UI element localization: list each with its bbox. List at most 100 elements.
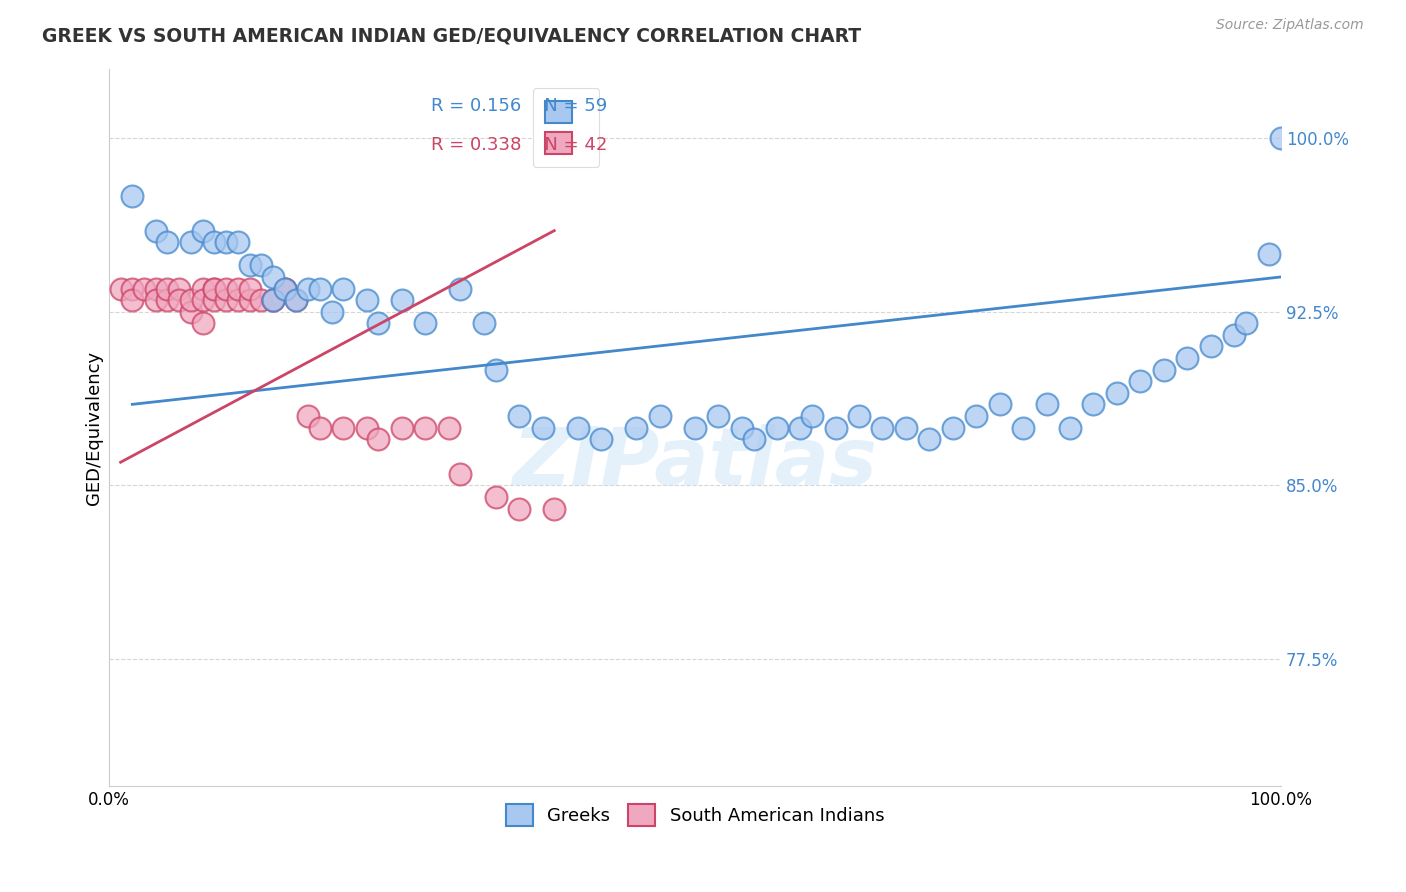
Y-axis label: GED/Equivalency: GED/Equivalency <box>86 351 103 505</box>
Point <box>766 420 789 434</box>
Point <box>262 269 284 284</box>
Legend: Greeks, South American Indians: Greeks, South American Indians <box>496 795 893 835</box>
Point <box>262 293 284 307</box>
Point <box>202 281 225 295</box>
Point <box>367 316 389 330</box>
Point <box>273 281 295 295</box>
Point <box>110 281 132 295</box>
Point <box>262 293 284 307</box>
Point <box>238 281 260 295</box>
Point <box>238 293 260 307</box>
Point <box>156 281 179 295</box>
Point <box>824 420 846 434</box>
Point <box>965 409 987 423</box>
Point <box>1234 316 1257 330</box>
Point <box>285 293 308 307</box>
Point <box>1175 351 1198 365</box>
Point <box>285 293 308 307</box>
Point <box>191 224 214 238</box>
Point <box>145 224 167 238</box>
Point <box>543 501 565 516</box>
Point <box>191 281 214 295</box>
Point <box>273 281 295 295</box>
Point <box>731 420 754 434</box>
Point <box>297 281 319 295</box>
Point <box>297 409 319 423</box>
Point <box>156 235 179 250</box>
Point <box>215 235 238 250</box>
Point <box>167 281 190 295</box>
Text: ZIPatlas: ZIPatlas <box>512 425 877 502</box>
Point <box>1270 131 1292 145</box>
Point <box>894 420 917 434</box>
Point <box>1199 339 1222 353</box>
Point <box>683 420 706 434</box>
Point <box>226 281 249 295</box>
Point <box>485 490 508 504</box>
Point <box>415 420 437 434</box>
Point <box>472 316 495 330</box>
Point <box>1059 420 1081 434</box>
Point <box>626 420 648 434</box>
Point <box>145 281 167 295</box>
Point <box>918 432 941 446</box>
Point <box>250 293 273 307</box>
Point <box>1258 247 1281 261</box>
Point <box>707 409 730 423</box>
Point <box>1223 327 1246 342</box>
Point <box>132 281 155 295</box>
Point <box>250 259 273 273</box>
Point <box>262 293 284 307</box>
Text: GREEK VS SOUTH AMERICAN INDIAN GED/EQUIVALENCY CORRELATION CHART: GREEK VS SOUTH AMERICAN INDIAN GED/EQUIV… <box>42 27 862 45</box>
Point <box>308 281 330 295</box>
Point <box>202 293 225 307</box>
Point <box>332 281 354 295</box>
Text: R = 0.338    N = 42: R = 0.338 N = 42 <box>432 136 607 154</box>
Point <box>988 397 1011 411</box>
Point <box>531 420 554 434</box>
Point <box>273 281 295 295</box>
Point <box>567 420 589 434</box>
Point <box>485 362 508 376</box>
Point <box>321 304 343 318</box>
Point <box>591 432 613 446</box>
Point <box>450 467 472 481</box>
Point <box>145 293 167 307</box>
Point <box>191 293 214 307</box>
Point <box>801 409 824 423</box>
Point <box>450 281 472 295</box>
Point <box>215 281 238 295</box>
Point <box>191 316 214 330</box>
Point <box>332 420 354 434</box>
Text: R = 0.156    N = 59: R = 0.156 N = 59 <box>432 97 607 115</box>
Point <box>1129 374 1152 388</box>
Point <box>202 235 225 250</box>
Point <box>121 281 143 295</box>
Point <box>848 409 870 423</box>
Point <box>167 293 190 307</box>
Point <box>648 409 671 423</box>
Point <box>238 259 260 273</box>
Point <box>1083 397 1105 411</box>
Point <box>742 432 765 446</box>
Point <box>391 293 413 307</box>
Point <box>180 293 202 307</box>
Point <box>202 281 225 295</box>
Point <box>508 409 530 423</box>
Point <box>1105 385 1128 400</box>
Point <box>1035 397 1057 411</box>
Point <box>367 432 389 446</box>
Point <box>180 304 202 318</box>
Point <box>121 293 143 307</box>
Point <box>226 293 249 307</box>
Point <box>356 420 378 434</box>
Point <box>508 501 530 516</box>
Point <box>1012 420 1035 434</box>
Text: Source: ZipAtlas.com: Source: ZipAtlas.com <box>1216 18 1364 32</box>
Point <box>415 316 437 330</box>
Point <box>1153 362 1175 376</box>
Point <box>226 235 249 250</box>
Point <box>121 189 143 203</box>
Point <box>437 420 460 434</box>
Point <box>872 420 894 434</box>
